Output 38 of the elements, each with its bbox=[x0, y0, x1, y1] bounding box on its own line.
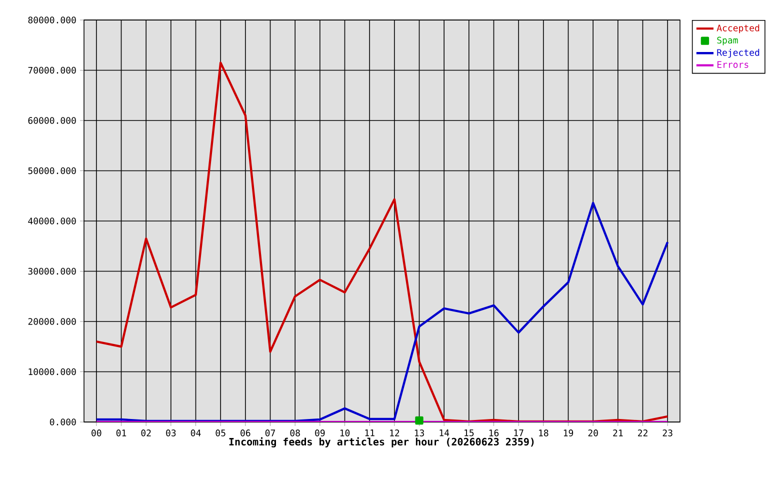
x-tick-label: 14 bbox=[440, 430, 450, 436]
x-tick-label: 01 bbox=[116, 430, 126, 436]
x-tick-label: 22 bbox=[638, 430, 648, 436]
y-tick-label: 10000.000 bbox=[28, 368, 76, 376]
x-tick-label: 17 bbox=[514, 430, 524, 436]
x-tick-label: 23 bbox=[662, 430, 672, 436]
x-tick-label: 03 bbox=[166, 430, 176, 436]
y-tick-label: 20000.000 bbox=[28, 318, 76, 325]
x-tick-label: 11 bbox=[365, 430, 374, 436]
x-tick-label: 05 bbox=[216, 430, 226, 436]
y-tick-label: 0.000 bbox=[50, 418, 76, 426]
x-tick-label: 00 bbox=[92, 430, 102, 436]
y-tick-label: 30000.000 bbox=[28, 268, 76, 275]
x-tick-label: 20 bbox=[588, 430, 598, 436]
y-tick-label: 50000.000 bbox=[28, 167, 76, 174]
x-tick-label: 16 bbox=[489, 430, 499, 436]
y-tick-label: 60000.000 bbox=[28, 117, 76, 124]
x-tick-label: 07 bbox=[265, 430, 275, 436]
legend-label: Accepted bbox=[716, 24, 760, 34]
y-tick-label: 80000.000 bbox=[28, 16, 76, 24]
x-tick-label: 04 bbox=[190, 430, 201, 436]
x-tick-label: 13 bbox=[414, 430, 424, 436]
x-tick-label: 12 bbox=[390, 430, 400, 436]
x-tick-label: 21 bbox=[613, 430, 623, 436]
legend-label: Rejected bbox=[717, 48, 760, 58]
x-tick-label: 18 bbox=[539, 430, 548, 436]
y-tick-label: 40000.000 bbox=[28, 218, 76, 224]
x-tick-label: 15 bbox=[464, 430, 474, 436]
x-tick-label: 06 bbox=[240, 430, 250, 436]
x-tick-label: 10 bbox=[340, 430, 350, 436]
x-tick-label: 09 bbox=[315, 430, 325, 436]
y-tick-label: 70000.000 bbox=[28, 66, 76, 74]
legend-label: Errors bbox=[717, 61, 748, 68]
x-tick-label: 19 bbox=[564, 430, 574, 436]
x-axis-title: Incoming feeds by articles per hour (20260623 2359) bbox=[229, 437, 534, 448]
x-tick-label: 02 bbox=[141, 430, 151, 436]
legend-label: Spam bbox=[717, 36, 738, 46]
x-tick-label: 08 bbox=[290, 430, 300, 436]
